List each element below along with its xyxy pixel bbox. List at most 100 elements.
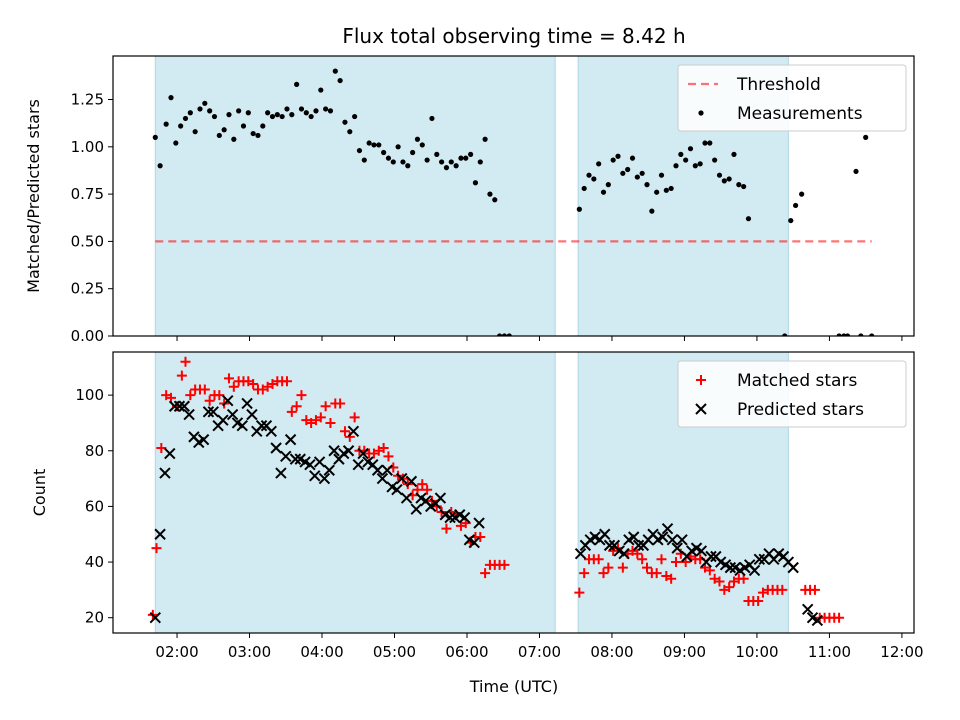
measurement-point bbox=[298, 106, 305, 112]
y-tick-label: 1.25 bbox=[71, 91, 104, 109]
measurement-point bbox=[605, 182, 611, 188]
matched-star-point bbox=[180, 356, 191, 367]
matched-star-point bbox=[475, 532, 486, 543]
measurement-point bbox=[424, 157, 430, 163]
matched-star-point bbox=[603, 562, 614, 573]
measurement-point bbox=[731, 151, 737, 157]
matched-star-point bbox=[696, 375, 706, 385]
predicted-star-point bbox=[342, 445, 355, 457]
matched-star-point bbox=[185, 390, 196, 401]
legend-label: Measurements bbox=[737, 104, 863, 124]
predicted-star-point bbox=[313, 456, 326, 468]
predicted-star-point bbox=[289, 453, 302, 465]
measurement-point bbox=[482, 136, 488, 142]
y-axis-label: Count bbox=[30, 469, 49, 517]
predicted-star-point bbox=[149, 611, 161, 624]
predicted-star-point bbox=[574, 548, 587, 560]
predicted-star-point bbox=[400, 492, 413, 504]
measurement-point bbox=[168, 95, 174, 101]
y-tick-label: 20 bbox=[85, 609, 104, 627]
x-tick-label: 11:00 bbox=[808, 643, 851, 661]
measurement-point bbox=[192, 129, 198, 135]
measurement-point bbox=[863, 134, 869, 140]
matched-star-point bbox=[248, 378, 259, 389]
measurement-point bbox=[152, 134, 158, 140]
measurement-point bbox=[308, 113, 314, 120]
measurement-point bbox=[187, 110, 193, 116]
predicted-star-point bbox=[222, 394, 234, 407]
measurement-point bbox=[342, 119, 348, 125]
measurement-point bbox=[294, 81, 300, 87]
matched-star-point bbox=[335, 398, 346, 409]
measurement-point bbox=[265, 110, 271, 116]
y-tick-label: 0.25 bbox=[71, 280, 104, 298]
measurement-point bbox=[492, 197, 498, 203]
matched-star-point bbox=[632, 548, 643, 559]
predicted-star-point bbox=[381, 464, 393, 476]
predicted-star-point bbox=[434, 492, 447, 504]
measurement-point bbox=[458, 155, 464, 161]
legend-label: Matched stars bbox=[737, 371, 857, 391]
measurement-point bbox=[692, 163, 698, 169]
predicted-star-point bbox=[304, 458, 316, 471]
measurement-point bbox=[197, 106, 203, 112]
measurement-point bbox=[419, 142, 425, 148]
measurement-point bbox=[788, 217, 794, 224]
measurement-point bbox=[269, 113, 276, 120]
matched-star-point bbox=[499, 559, 510, 570]
measurement-point bbox=[173, 140, 179, 146]
measurement-point bbox=[400, 159, 406, 165]
measurement-point bbox=[284, 106, 290, 112]
matched-star-point bbox=[214, 390, 225, 401]
legend: Matched stars Predicted stars bbox=[677, 360, 907, 428]
predicted-star-point bbox=[217, 414, 229, 426]
measurement-point bbox=[323, 106, 329, 112]
measurement-point bbox=[687, 146, 694, 152]
matched-star-point bbox=[417, 479, 428, 490]
measurement-point bbox=[625, 166, 631, 173]
series-predicted-stars bbox=[149, 394, 824, 627]
predicted-star-point bbox=[270, 442, 282, 454]
measurement-point bbox=[678, 151, 684, 157]
measurement-point bbox=[697, 161, 703, 167]
predicted-star-point bbox=[628, 531, 640, 543]
measurement-point bbox=[698, 110, 704, 116]
y-tick-label: 0.50 bbox=[71, 232, 104, 250]
predicted-star-point bbox=[347, 425, 360, 437]
measurement-point bbox=[610, 157, 616, 163]
measurement-point bbox=[231, 136, 237, 142]
predicted-star-point bbox=[376, 472, 389, 485]
measurement-point bbox=[202, 100, 208, 106]
predicted-star-point bbox=[265, 425, 277, 437]
measurement-point bbox=[371, 142, 377, 148]
predicted-star-point bbox=[676, 534, 688, 546]
predicted-star-point bbox=[352, 458, 364, 471]
measurement-point bbox=[683, 157, 689, 163]
measurement-point bbox=[721, 178, 727, 184]
predicted-star-point bbox=[318, 472, 331, 485]
predicted-star-point bbox=[197, 433, 210, 446]
measurement-point bbox=[366, 140, 372, 146]
measurement-point bbox=[318, 87, 324, 93]
x-tick-label: 03:00 bbox=[228, 643, 271, 661]
predicted-star-point bbox=[599, 528, 611, 540]
predicted-star-point bbox=[801, 603, 814, 616]
predicted-star-point bbox=[357, 447, 369, 460]
predicted-star-point bbox=[632, 539, 645, 552]
matched-star-point bbox=[651, 568, 662, 579]
measurement-point bbox=[673, 163, 679, 169]
measurement-point bbox=[157, 163, 163, 169]
matched-star-point bbox=[378, 442, 389, 453]
measurement-point bbox=[853, 168, 859, 175]
measurement-point bbox=[390, 159, 396, 165]
measurement-point bbox=[434, 151, 440, 157]
measurement-point bbox=[207, 108, 213, 114]
y-tick-label: 60 bbox=[85, 497, 104, 515]
matched-star-point bbox=[441, 523, 452, 534]
matched-star-point bbox=[617, 562, 628, 573]
measurement-point bbox=[395, 144, 401, 150]
measurement-point bbox=[487, 191, 493, 197]
measurement-point bbox=[216, 132, 222, 139]
matched-star-point bbox=[339, 426, 350, 437]
predicted-star-point bbox=[405, 475, 418, 488]
